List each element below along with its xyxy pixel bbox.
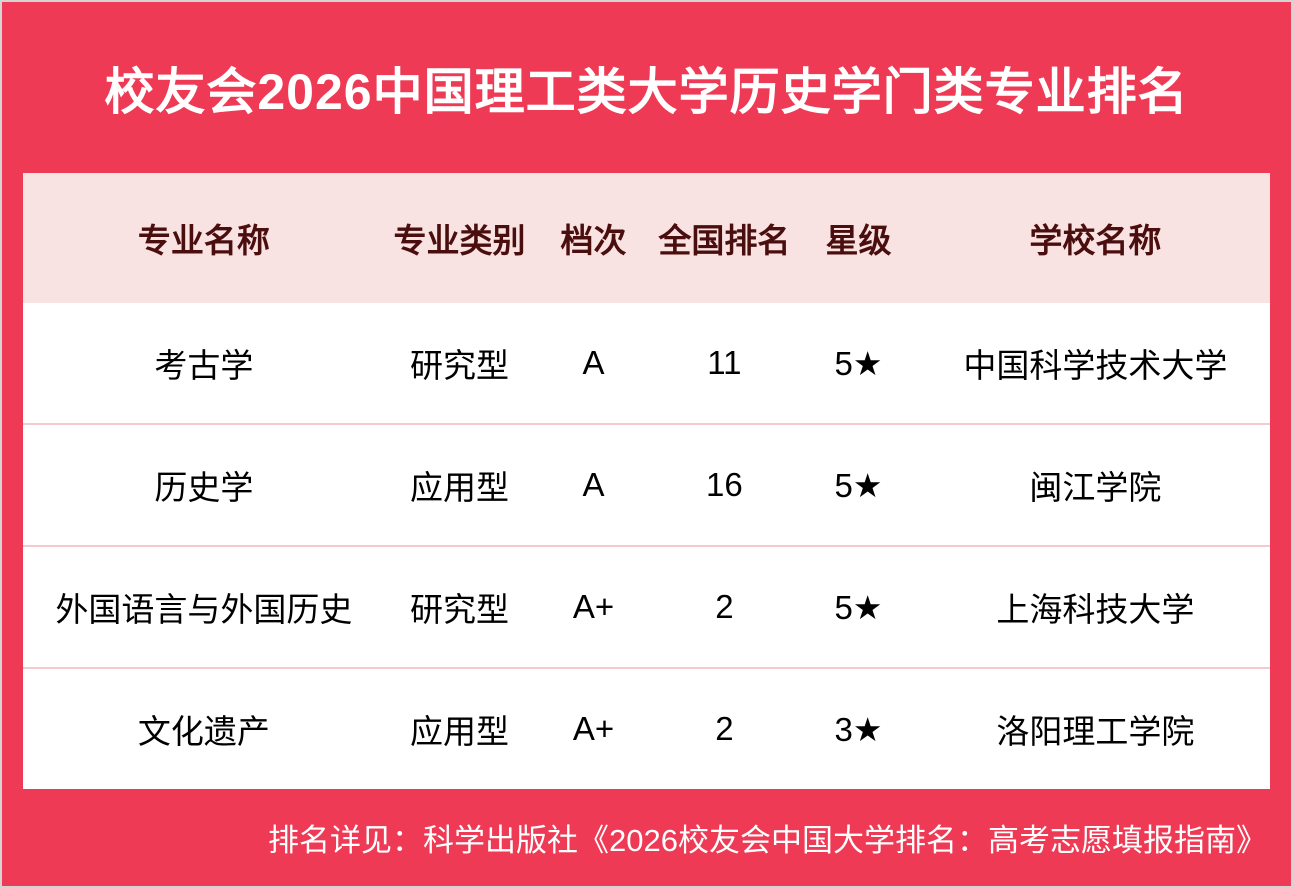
cell-star-level: 5★ [796,423,921,546]
ranking-table-container: 专业名称 专业类别 档次 全国排名 星级 学校名称 考古学 研究型 A 11 5… [23,173,1270,789]
table-row: 考古学 研究型 A 11 5★ 中国科学技术大学 [23,303,1270,424]
cell-school-name: 上海科技大学 [920,545,1270,668]
cell-school-name: 中国科学技术大学 [920,303,1270,424]
header-star-level: 星级 [796,173,921,303]
cell-national-rank: 16 [652,423,797,546]
header-major-name: 专业名称 [23,173,385,303]
cell-grade: A+ [534,667,653,789]
cell-grade: A [534,423,653,546]
title-band: 校友会2026中国理工类大学历史学门类专业排名 [2,2,1291,173]
table-row: 文化遗产 应用型 A+ 2 3★ 洛阳理工学院 [23,667,1270,789]
cell-major-name: 历史学 [23,423,385,546]
cell-national-rank: 2 [652,545,797,668]
footer-note: 排名详见：科学出版社《2026校友会中国大学排名：高考志愿填报指南》 [268,823,1267,858]
cell-national-rank: 11 [652,303,797,424]
cell-school-name: 闽江学院 [920,423,1270,546]
table-row: 外国语言与外国历史 研究型 A+ 2 5★ 上海科技大学 [23,545,1270,668]
cell-major-name: 文化遗产 [23,667,385,789]
page-title: 校友会2026中国理工类大学历史学门类专业排名 [104,63,1189,120]
header-grade: 档次 [534,173,653,303]
header-national-rank: 全国排名 [652,173,797,303]
cell-major-name: 考古学 [23,303,385,424]
cell-star-level: 5★ [796,303,921,424]
cell-major-category: 研究型 [384,303,535,424]
cell-major-category: 应用型 [384,667,535,789]
footer-band: 排名详见：科学出版社《2026校友会中国大学排名：高考志愿填报指南》 [2,789,1291,886]
cell-major-category: 研究型 [384,545,535,668]
cell-major-name: 外国语言与外国历史 [23,545,385,668]
header-major-category: 专业类别 [384,173,535,303]
cell-grade: A [534,303,653,424]
header-school-name: 学校名称 [920,173,1270,303]
cell-star-level: 5★ [796,545,921,668]
cell-national-rank: 2 [652,667,797,789]
cell-major-category: 应用型 [384,423,535,546]
table-row: 历史学 应用型 A 16 5★ 闽江学院 [23,423,1270,546]
table-header-row: 专业名称 专业类别 档次 全国排名 星级 学校名称 [23,173,1270,303]
cell-grade: A+ [534,545,653,668]
cell-star-level: 3★ [796,667,921,789]
ranking-table: 专业名称 专业类别 档次 全国排名 星级 学校名称 考古学 研究型 A 11 5… [23,173,1270,789]
cell-school-name: 洛阳理工学院 [920,667,1270,789]
